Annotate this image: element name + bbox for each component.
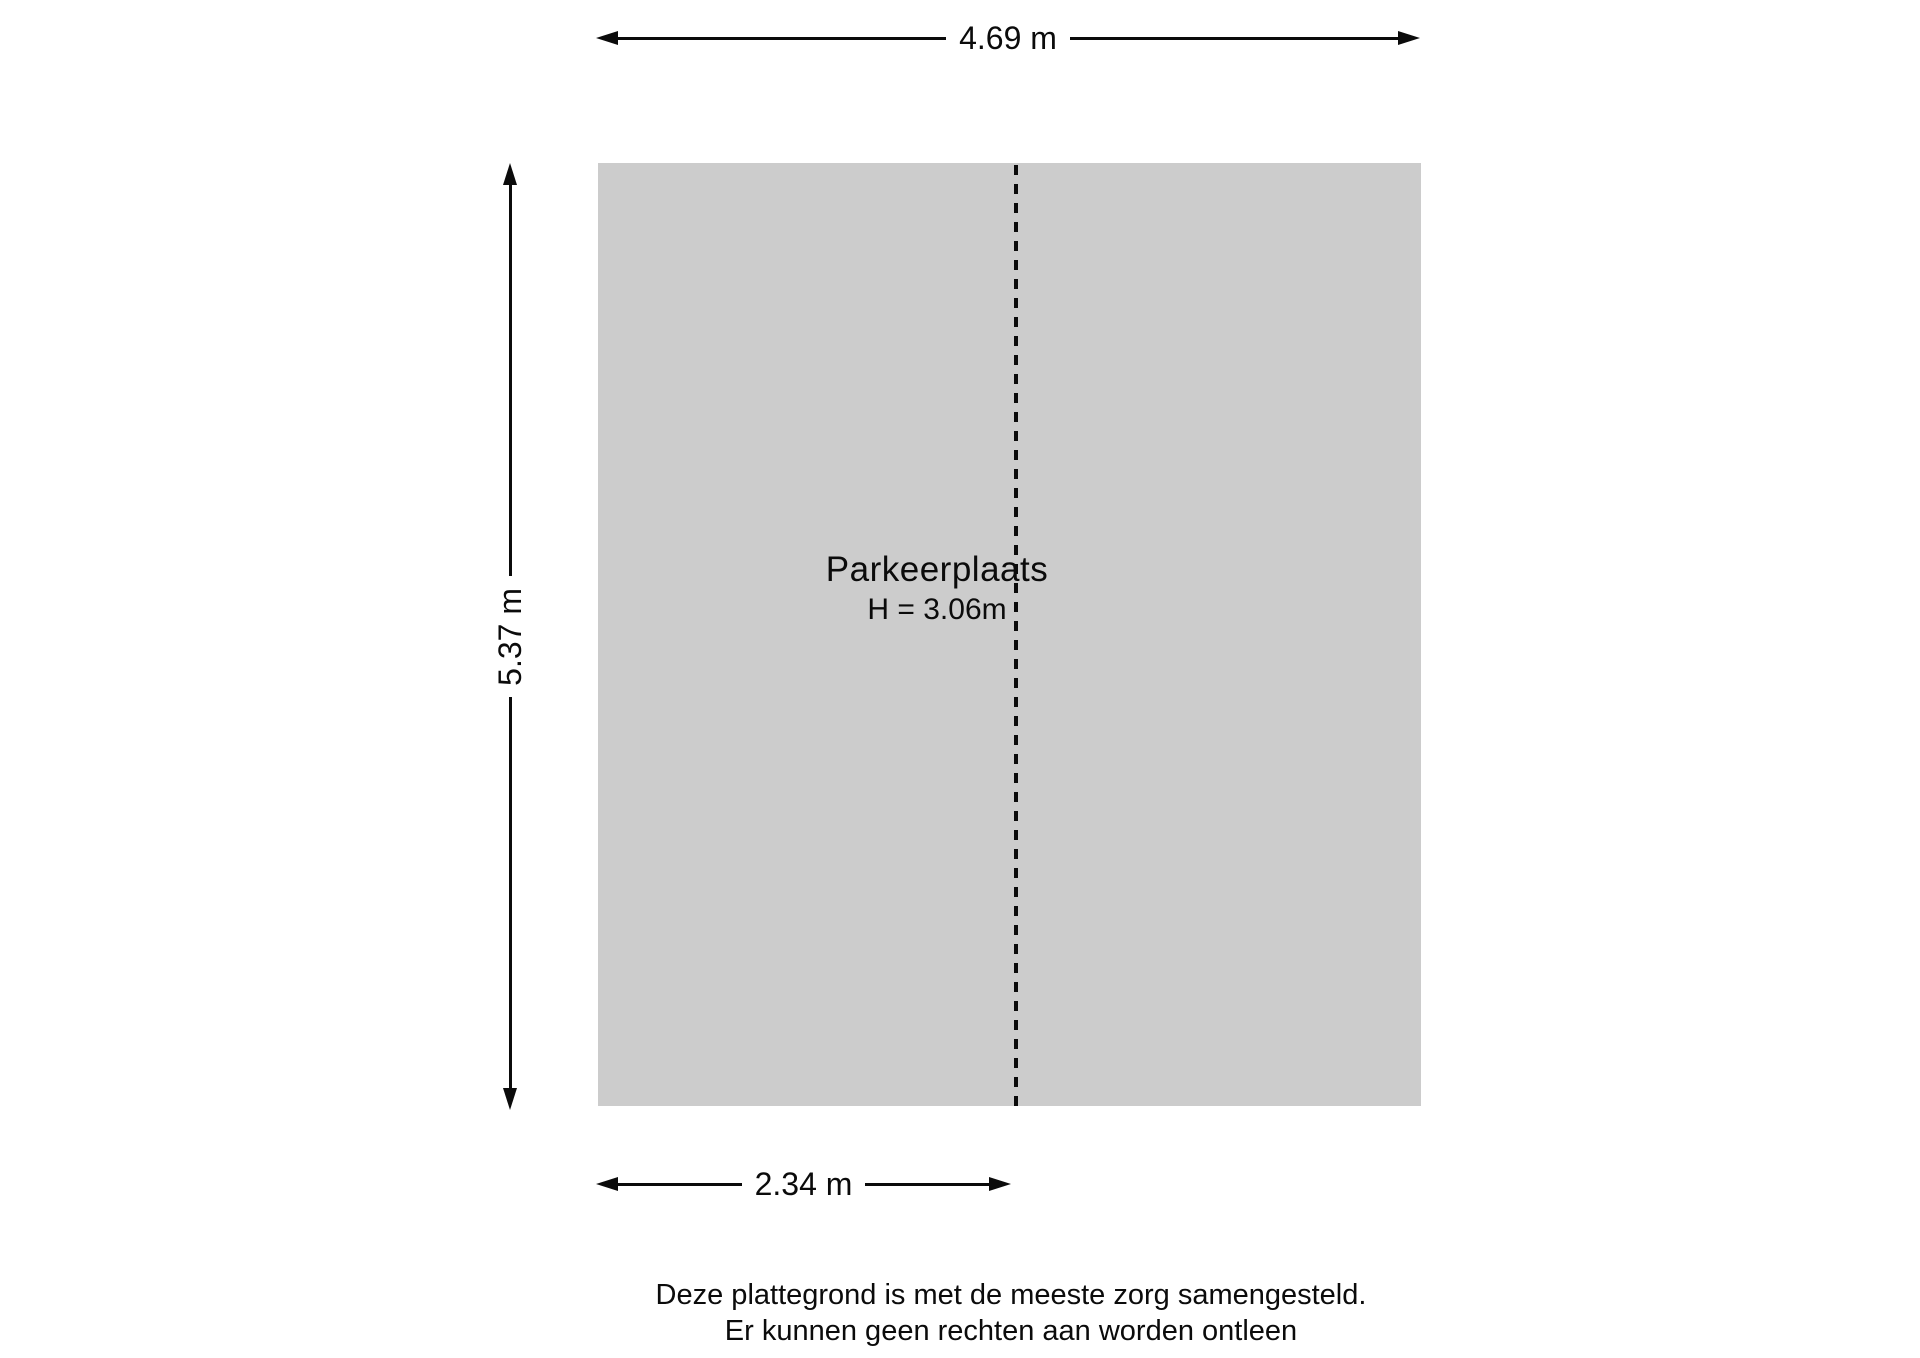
- dimension-line: [508, 185, 512, 576]
- arrowhead-right-icon: [1398, 31, 1421, 45]
- arrowhead-up-icon: [503, 163, 517, 185]
- arrowhead-left-icon: [596, 1177, 618, 1191]
- dimension-line: [865, 1182, 990, 1186]
- parking-space-room: [598, 163, 1421, 1106]
- dimension-partial-width: 2.34 m: [596, 1166, 1012, 1202]
- dimension-total-height: 5.37 m: [492, 163, 528, 1111]
- dimension-total-height-label: 5.37 m: [492, 587, 528, 686]
- arrowhead-down-icon: [503, 1088, 517, 1111]
- room-ceiling-height: H = 3.06m: [867, 593, 1007, 626]
- dimension-partial-width-label: 2.34 m: [754, 1166, 853, 1202]
- dimension-total-width-label: 4.69 m: [959, 20, 1057, 56]
- dimension-line: [618, 36, 947, 40]
- dimension-line: [618, 1182, 742, 1186]
- disclaimer-line1: Deze plattegrond is met de meeste zorg s…: [655, 1279, 1367, 1311]
- disclaimer-line2: Er kunnen geen rechten aan worden ontlee…: [724, 1315, 1298, 1347]
- room-name: Parkeerplaats: [825, 550, 1049, 589]
- dimension-total-width: 4.69 m: [596, 20, 1421, 56]
- arrowhead-left-icon: [596, 31, 618, 45]
- parking-divider-dashed-line: [1014, 165, 1018, 1106]
- dimension-line: [1069, 36, 1399, 40]
- disclaimer: Deze plattegrond is met de meeste zorg s…: [656, 1277, 1367, 1349]
- arrowhead-right-icon: [989, 1177, 1012, 1191]
- dimension-line: [508, 697, 512, 1089]
- room-label: Parkeerplaats H = 3.06m: [826, 549, 1048, 628]
